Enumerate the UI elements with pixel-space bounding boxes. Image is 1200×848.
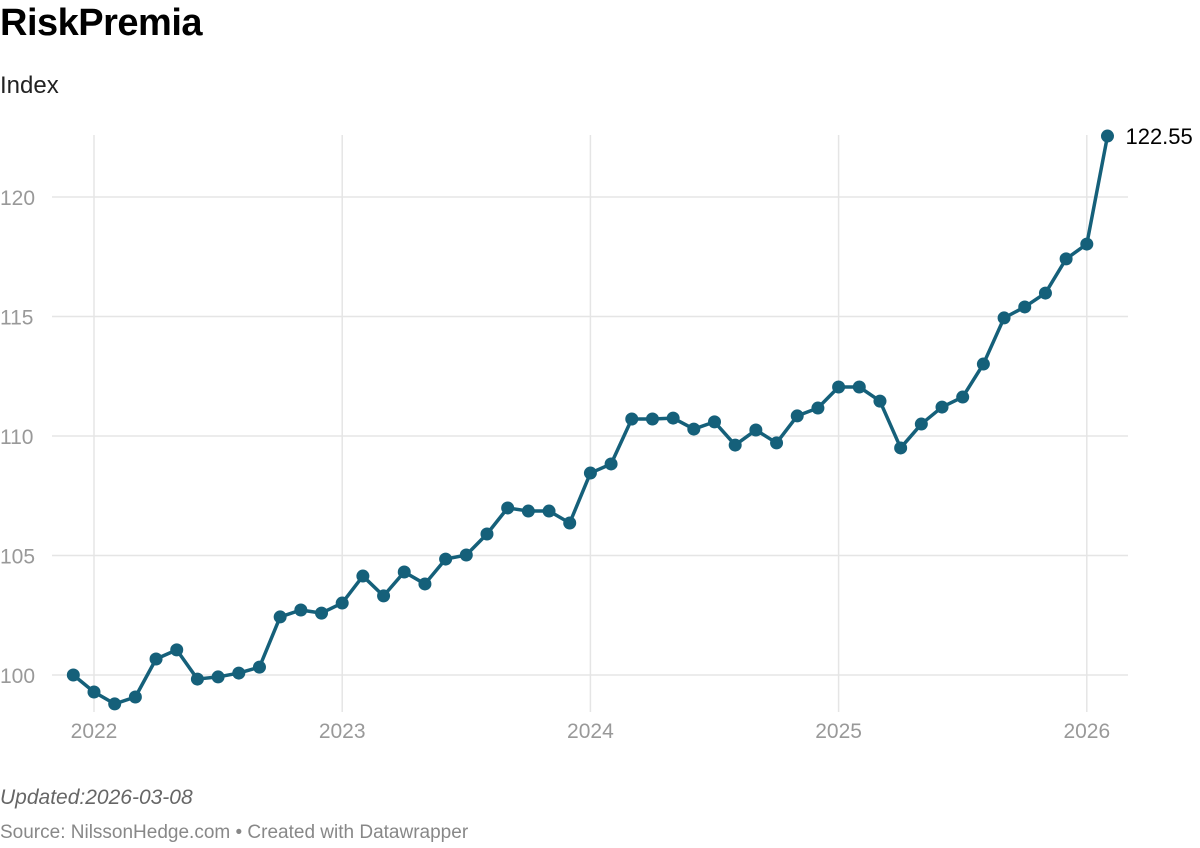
data-point	[749, 423, 763, 437]
data-point	[87, 685, 101, 699]
data-point	[1018, 300, 1032, 314]
data-point	[914, 417, 928, 431]
data-point	[418, 577, 432, 591]
data-point	[459, 548, 473, 562]
x-tick-label: 2024	[567, 720, 614, 743]
data-point	[377, 589, 391, 603]
y-tick-label: 110	[0, 426, 33, 449]
chart-title: RiskPremia	[0, 2, 203, 44]
data-point	[190, 672, 204, 686]
data-point	[439, 552, 453, 566]
data-point	[935, 400, 949, 414]
chart-subtitle: Index	[0, 72, 59, 99]
data-point	[335, 596, 349, 610]
source-note: Source: NilssonHedge.com • Created with …	[0, 822, 469, 843]
data-point	[956, 390, 970, 404]
data-point	[852, 380, 866, 394]
data-point	[108, 697, 122, 711]
data-point	[976, 357, 990, 371]
x-tick-label: 2025	[815, 720, 862, 743]
data-point	[832, 380, 846, 394]
data-point	[1100, 129, 1114, 143]
data-point	[211, 670, 225, 684]
data-point	[232, 666, 246, 680]
data-point	[625, 412, 639, 426]
data-point	[687, 422, 701, 436]
data-point	[66, 668, 80, 682]
data-point	[1038, 286, 1052, 300]
data-point	[666, 411, 680, 425]
data-point	[645, 412, 659, 426]
x-tick-label: 2026	[1063, 720, 1110, 743]
data-point	[252, 660, 266, 674]
data-point	[170, 643, 184, 657]
data-point	[1080, 237, 1094, 251]
y-tick-label: 120	[0, 187, 35, 210]
data-point	[790, 409, 804, 423]
data-point	[542, 504, 556, 518]
data-point	[728, 438, 742, 452]
x-tick-label: 2023	[319, 720, 366, 743]
data-point	[604, 457, 618, 471]
data-point	[501, 501, 515, 515]
data-point	[997, 311, 1011, 325]
data-point	[480, 527, 494, 541]
data-point	[294, 603, 308, 617]
data-point	[128, 690, 142, 704]
data-point	[521, 504, 535, 518]
data-point	[563, 516, 577, 530]
data-point	[583, 466, 597, 480]
data-point	[315, 606, 329, 620]
y-tick-label: 115	[0, 307, 33, 330]
data-point	[708, 415, 721, 429]
y-tick-label: 105	[0, 546, 35, 569]
end-value-label: 122.55	[1125, 124, 1192, 149]
data-point	[1059, 252, 1073, 266]
data-point	[894, 441, 908, 455]
data-point	[397, 565, 411, 579]
data-point	[149, 652, 163, 666]
x-tick-label: 2022	[71, 720, 118, 743]
data-point	[356, 569, 370, 583]
data-point	[273, 610, 287, 624]
updated-note: Updated:2026-03-08	[0, 786, 193, 809]
y-tick-label: 100	[0, 665, 35, 688]
data-point	[811, 401, 825, 415]
data-point	[770, 436, 784, 450]
data-point	[873, 394, 887, 408]
